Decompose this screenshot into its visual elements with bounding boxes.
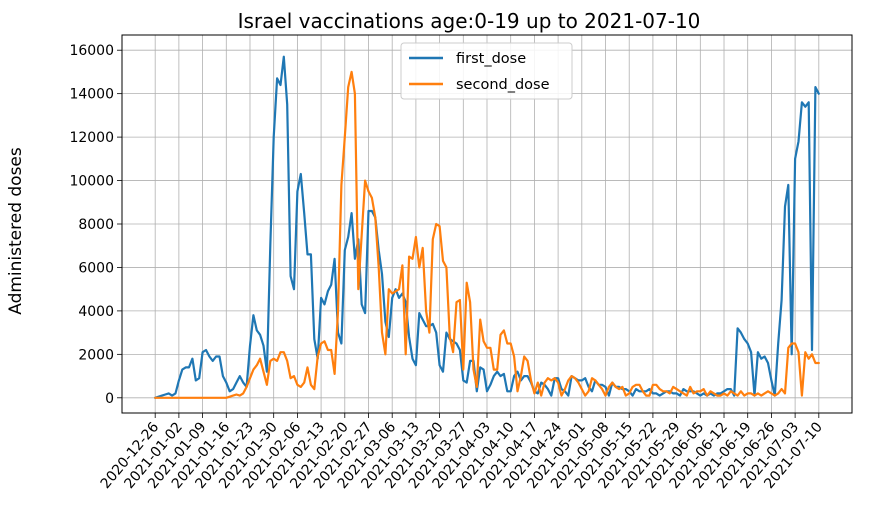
legend: first_dose second_dose [400, 42, 573, 100]
y-tick-label: 14000 [69, 87, 114, 103]
y-tick-label: 4000 [78, 304, 114, 320]
y-tick-label: 10000 [69, 174, 114, 190]
x-ticks: 2020-12-262021-01-022021-01-092021-01-16… [98, 413, 826, 492]
series-lines [154, 55, 820, 399]
y-tick-label: 6000 [78, 260, 114, 276]
y-ticks: 0 2000 4000 6000 8000 10000 12000 14000 16000 [69, 43, 122, 407]
legend-label: first_dose [456, 51, 526, 67]
grid-lines [122, 35, 852, 413]
y-axis-title: Administered doses [6, 147, 26, 315]
legend-label: second_dose [456, 77, 550, 93]
chart-title: Israel vaccinations age:0-19 up to 2021-… [238, 9, 701, 33]
series-line-second-dose [154, 70, 820, 399]
y-tick-label: 12000 [69, 130, 114, 146]
legend-box [400, 42, 573, 100]
y-tick-label: 8000 [78, 217, 114, 233]
y-tick-label: 0 [105, 391, 114, 407]
y-tick-label: 16000 [69, 43, 114, 59]
y-tick-label: 2000 [78, 347, 114, 363]
